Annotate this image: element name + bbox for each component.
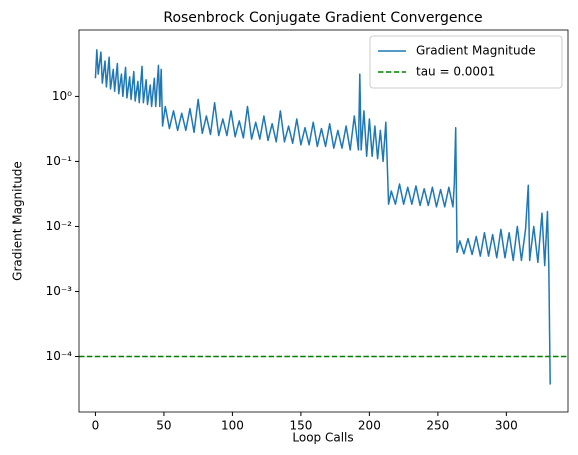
y-tick-label: 10⁻¹ [46, 154, 73, 168]
axes-frame [78, 29, 569, 413]
legend-label: Gradient Magnitude [416, 44, 536, 58]
data-line [94, 49, 551, 385]
x-axis-label: Loop Calls [292, 431, 353, 445]
x-tick-label: 300 [495, 419, 518, 433]
x-tick-label: 250 [426, 419, 449, 433]
y-tick-label: 10⁰ [52, 89, 72, 103]
y-tick-label: 10⁻² [46, 219, 73, 233]
x-tick-label: 100 [221, 419, 244, 433]
legend-label: tau = 0.0001 [416, 65, 495, 79]
y-axis-label: Gradient Magnitude [11, 161, 25, 281]
x-tick-label: 200 [358, 419, 381, 433]
x-tick-label: 150 [289, 419, 312, 433]
y-tick-label: 10⁻³ [46, 284, 73, 298]
legend-box [369, 35, 563, 89]
x-tick-label: 0 [92, 419, 100, 433]
chart-title: Rosenbrock Conjugate Gradient Convergenc… [163, 10, 482, 26]
y-tick-label: 10⁻⁴ [46, 349, 73, 363]
x-tick-label: 50 [156, 419, 171, 433]
